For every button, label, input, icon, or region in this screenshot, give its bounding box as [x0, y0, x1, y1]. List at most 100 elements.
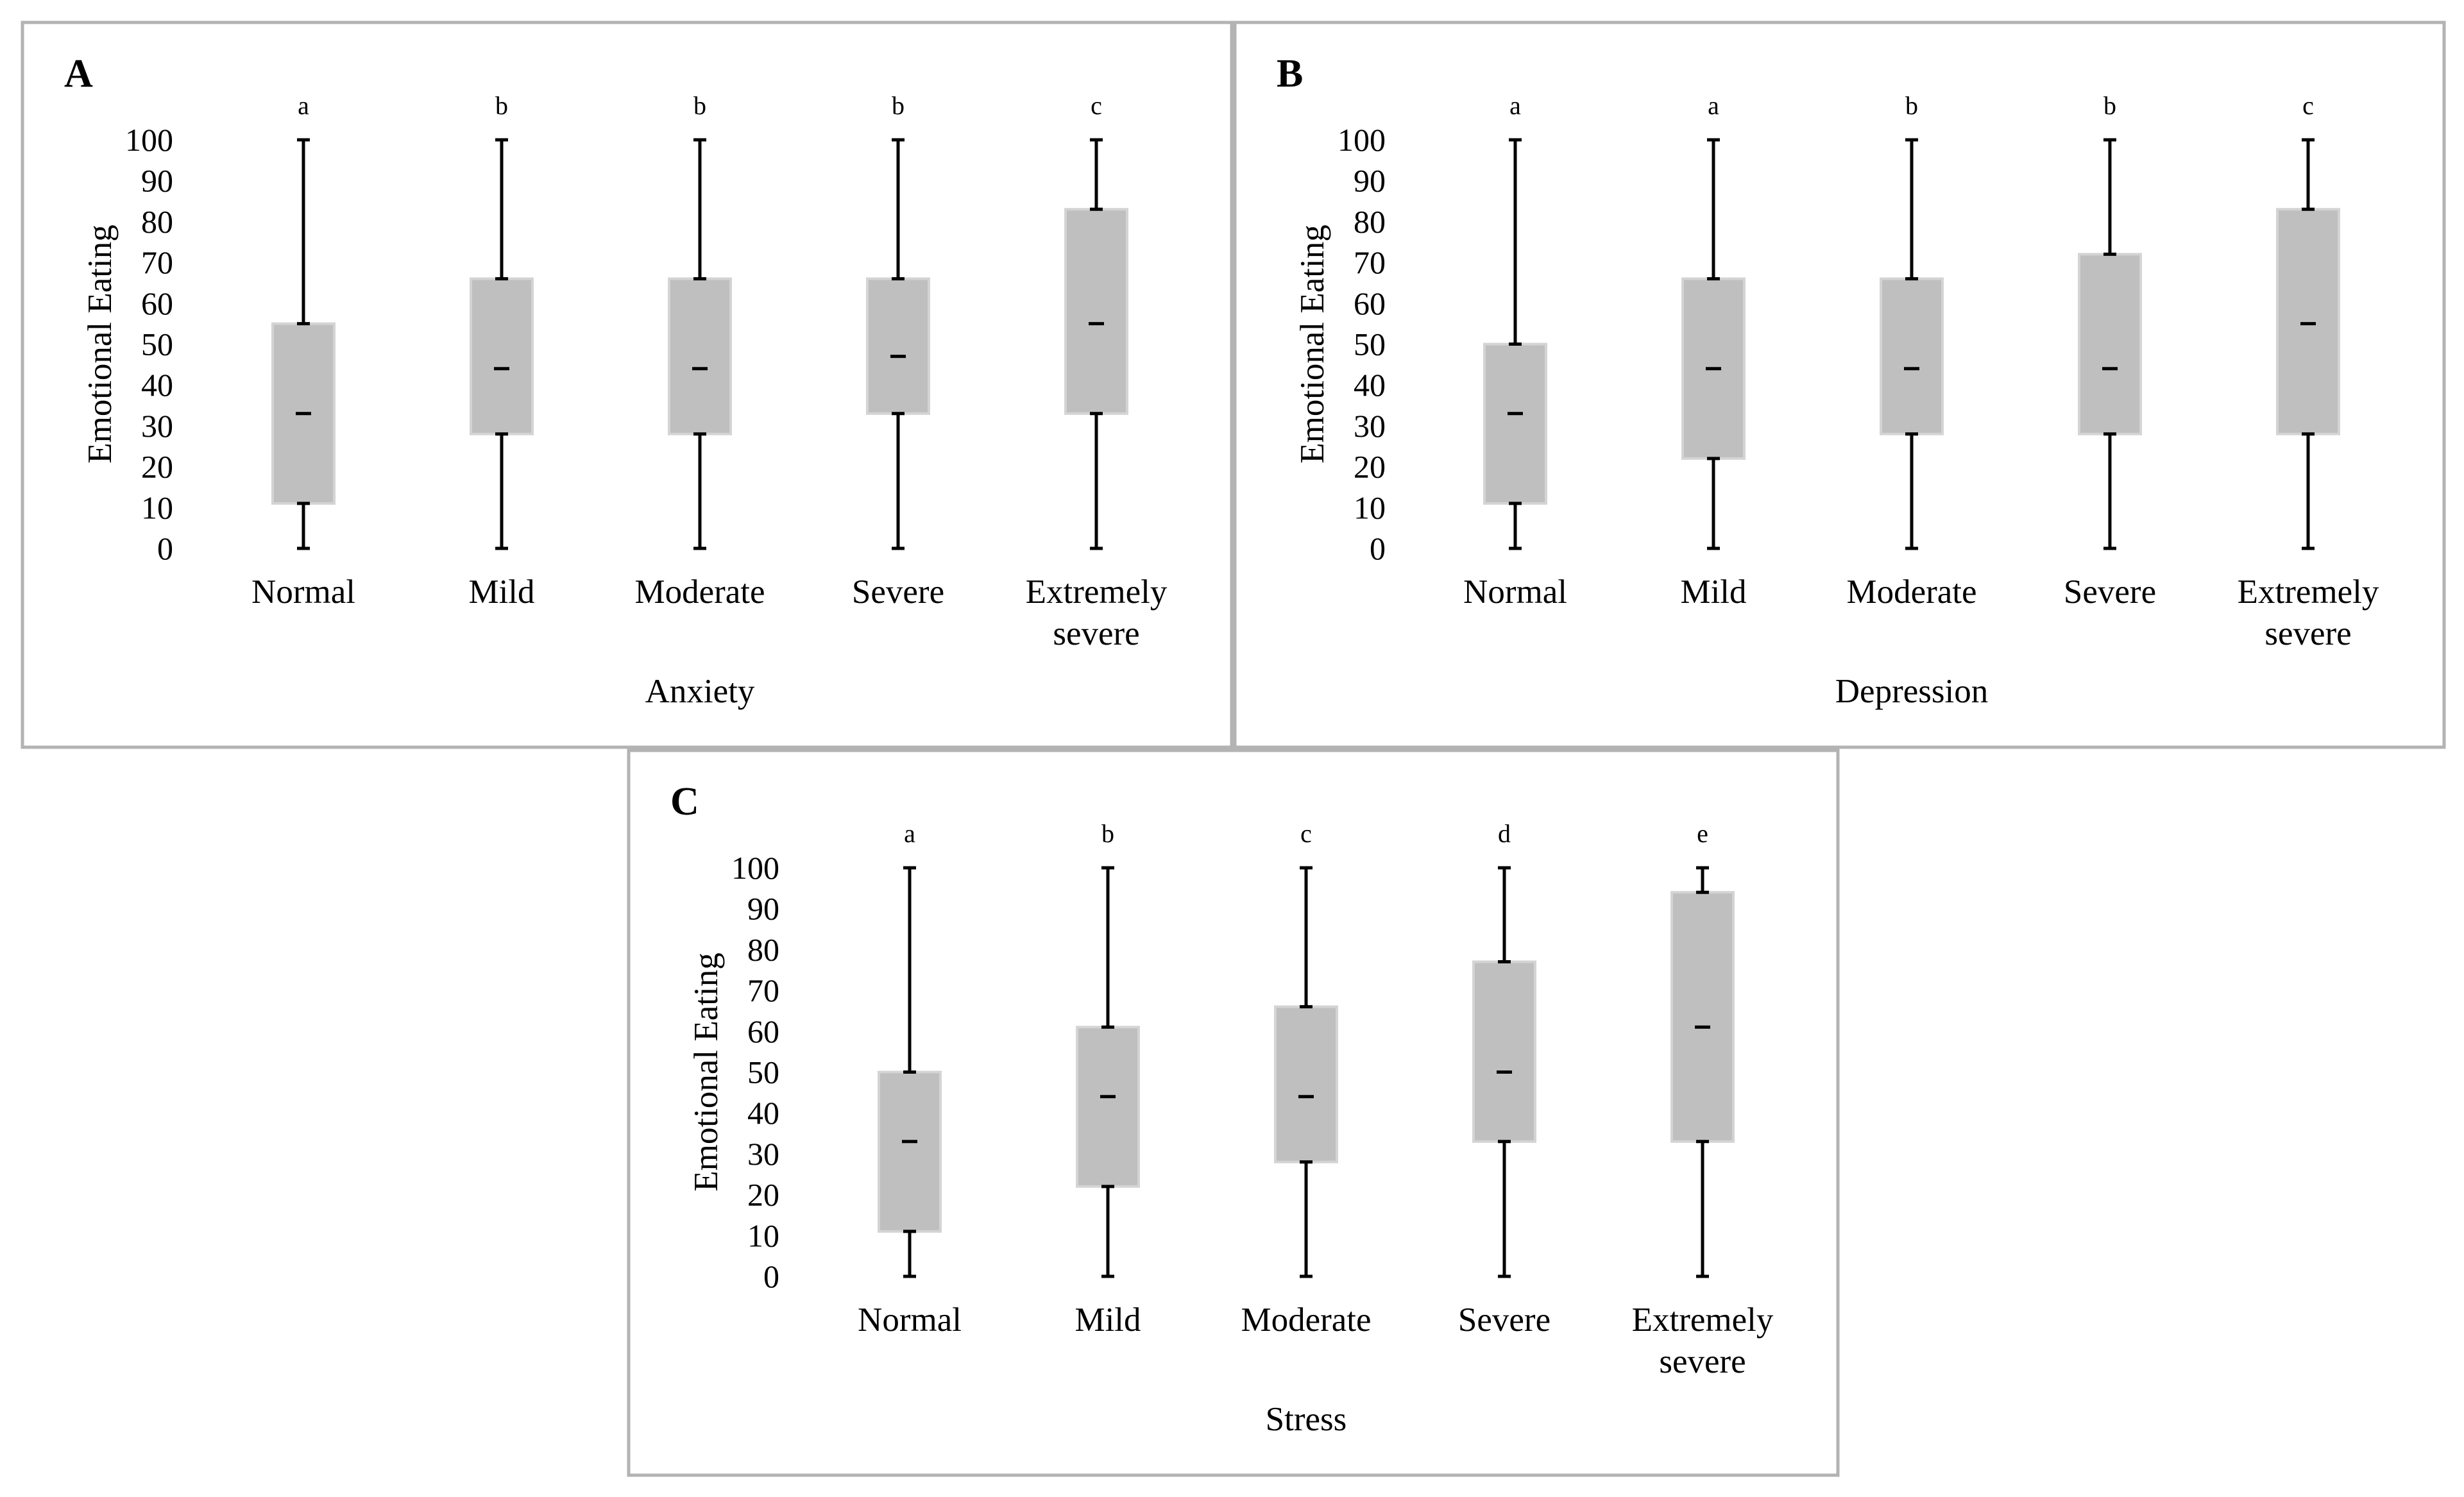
box-5: [2276, 138, 2340, 550]
x-axis-title: Stress: [1266, 1401, 1347, 1438]
y-tick-label: 40: [1354, 367, 1386, 403]
group-letter: a: [298, 91, 309, 120]
iqr-box: [1670, 891, 1735, 1143]
y-tick-label: 0: [157, 530, 173, 566]
y-tick-label: 20: [141, 449, 173, 485]
y-tick-label: 100: [731, 850, 779, 886]
iqr-box: [2078, 253, 2142, 436]
category-label: Severe: [852, 573, 944, 611]
y-tick-label: 20: [1354, 449, 1386, 485]
group-letter: e: [1697, 819, 1708, 848]
y-tick-label: 10: [141, 489, 173, 525]
y-tick-label: 30: [747, 1136, 779, 1172]
panel-letter: C: [670, 780, 699, 824]
category-label: Mild: [468, 573, 534, 611]
y-tick-label: 60: [141, 285, 173, 321]
iqr-box: [1880, 277, 1944, 436]
y-tick-label: 20: [747, 1177, 779, 1213]
category-label: severe: [2264, 615, 2351, 652]
category-label: Normal: [858, 1301, 962, 1339]
category-label: Severe: [2064, 573, 2156, 611]
group-letter: b: [693, 91, 706, 120]
y-tick-label: 50: [141, 326, 173, 362]
y-tick-label: 80: [1354, 203, 1386, 239]
panel-letter: B: [1277, 52, 1303, 96]
iqr-box: [1076, 1026, 1140, 1188]
box-5: [1064, 138, 1128, 550]
group-letter: c: [1300, 819, 1312, 848]
y-tick-label: 10: [1354, 489, 1386, 525]
category-label: Severe: [1458, 1301, 1551, 1339]
group-letter: b: [892, 91, 905, 120]
box-3: [668, 138, 732, 550]
iqr-box: [866, 277, 930, 415]
y-tick-label: 70: [1354, 244, 1386, 280]
box-2: [470, 138, 534, 550]
y-axis-title: Emotional Eating: [688, 952, 725, 1191]
y-tick-label: 80: [747, 931, 779, 967]
box-1: [271, 138, 336, 550]
iqr-box: [668, 277, 732, 436]
iqr-box: [470, 277, 534, 436]
category-label: Moderate: [1846, 573, 1976, 611]
panel-c: C 0 10 20 30 40 50 60 70 80 90 100 Emotional Eating a…: [627, 748, 1840, 1477]
group-letter: c: [2302, 91, 2314, 120]
y-tick-label: 90: [747, 891, 779, 927]
group-letter: a: [904, 819, 915, 848]
y-tick-label: 60: [747, 1013, 779, 1049]
iqr-box: [1274, 1005, 1338, 1163]
box-4: [866, 138, 930, 550]
panel-a: A 0 10 20 30 40 50 60 70 80 90 100 Emotional Eating a…: [21, 21, 1234, 749]
group-letter: c: [1091, 91, 1102, 120]
group-letter: a: [1708, 91, 1719, 120]
y-tick-label: 0: [1370, 530, 1386, 566]
iqr-box: [2276, 208, 2340, 436]
box-2: [1681, 138, 1746, 550]
category-label: Normal: [251, 573, 355, 611]
category-label: Extremely: [1632, 1301, 1774, 1339]
panel-letter: A: [64, 52, 93, 96]
box-1: [1483, 138, 1547, 550]
y-tick-label: 30: [141, 408, 173, 444]
y-tick-label: 50: [1354, 326, 1386, 362]
category-label: Normal: [1463, 573, 1567, 611]
box-1: [878, 866, 942, 1278]
x-axis-title: Depression: [1835, 673, 1988, 710]
panel-frame: [21, 21, 1234, 749]
y-tick-label: 30: [1354, 408, 1386, 444]
category-label: Mild: [1075, 1301, 1141, 1339]
panel-b: B 0 10 20 30 40 50 60 70 80 90 100 Emotional Eating a…: [1233, 21, 2446, 749]
y-axis-title: Emotional Eating: [81, 224, 119, 463]
y-tick-label: 80: [141, 203, 173, 239]
iqr-box: [1472, 960, 1536, 1143]
category-label: Mild: [1680, 573, 1746, 611]
y-tick-label: 10: [747, 1217, 779, 1253]
group-letter: b: [1905, 91, 1918, 120]
category-label: severe: [1659, 1343, 1746, 1380]
box-5: [1670, 866, 1735, 1278]
category-label: Moderate: [634, 573, 765, 611]
group-letter: b: [495, 91, 508, 120]
y-tick-label: 40: [747, 1095, 779, 1131]
group-letter: b: [2103, 91, 2116, 120]
y-tick-label: 70: [747, 972, 779, 1008]
iqr-box: [1064, 208, 1128, 415]
box-2: [1076, 866, 1140, 1278]
category-label: Extremely: [2238, 573, 2379, 611]
iqr-box: [1483, 343, 1547, 505]
category-label: Moderate: [1241, 1301, 1371, 1339]
box-3: [1880, 138, 1944, 550]
y-tick-label: 100: [125, 122, 173, 158]
category-label: severe: [1053, 615, 1139, 652]
box-4: [1472, 866, 1536, 1278]
box-3: [1274, 866, 1338, 1278]
group-letter: a: [1509, 91, 1521, 120]
y-tick-label: 70: [141, 244, 173, 280]
group-letter: b: [1101, 819, 1114, 848]
group-letter: d: [1498, 819, 1511, 848]
y-tick-label: 60: [1354, 285, 1386, 321]
y-tick-label: 40: [141, 367, 173, 403]
y-tick-label: 0: [763, 1258, 779, 1294]
